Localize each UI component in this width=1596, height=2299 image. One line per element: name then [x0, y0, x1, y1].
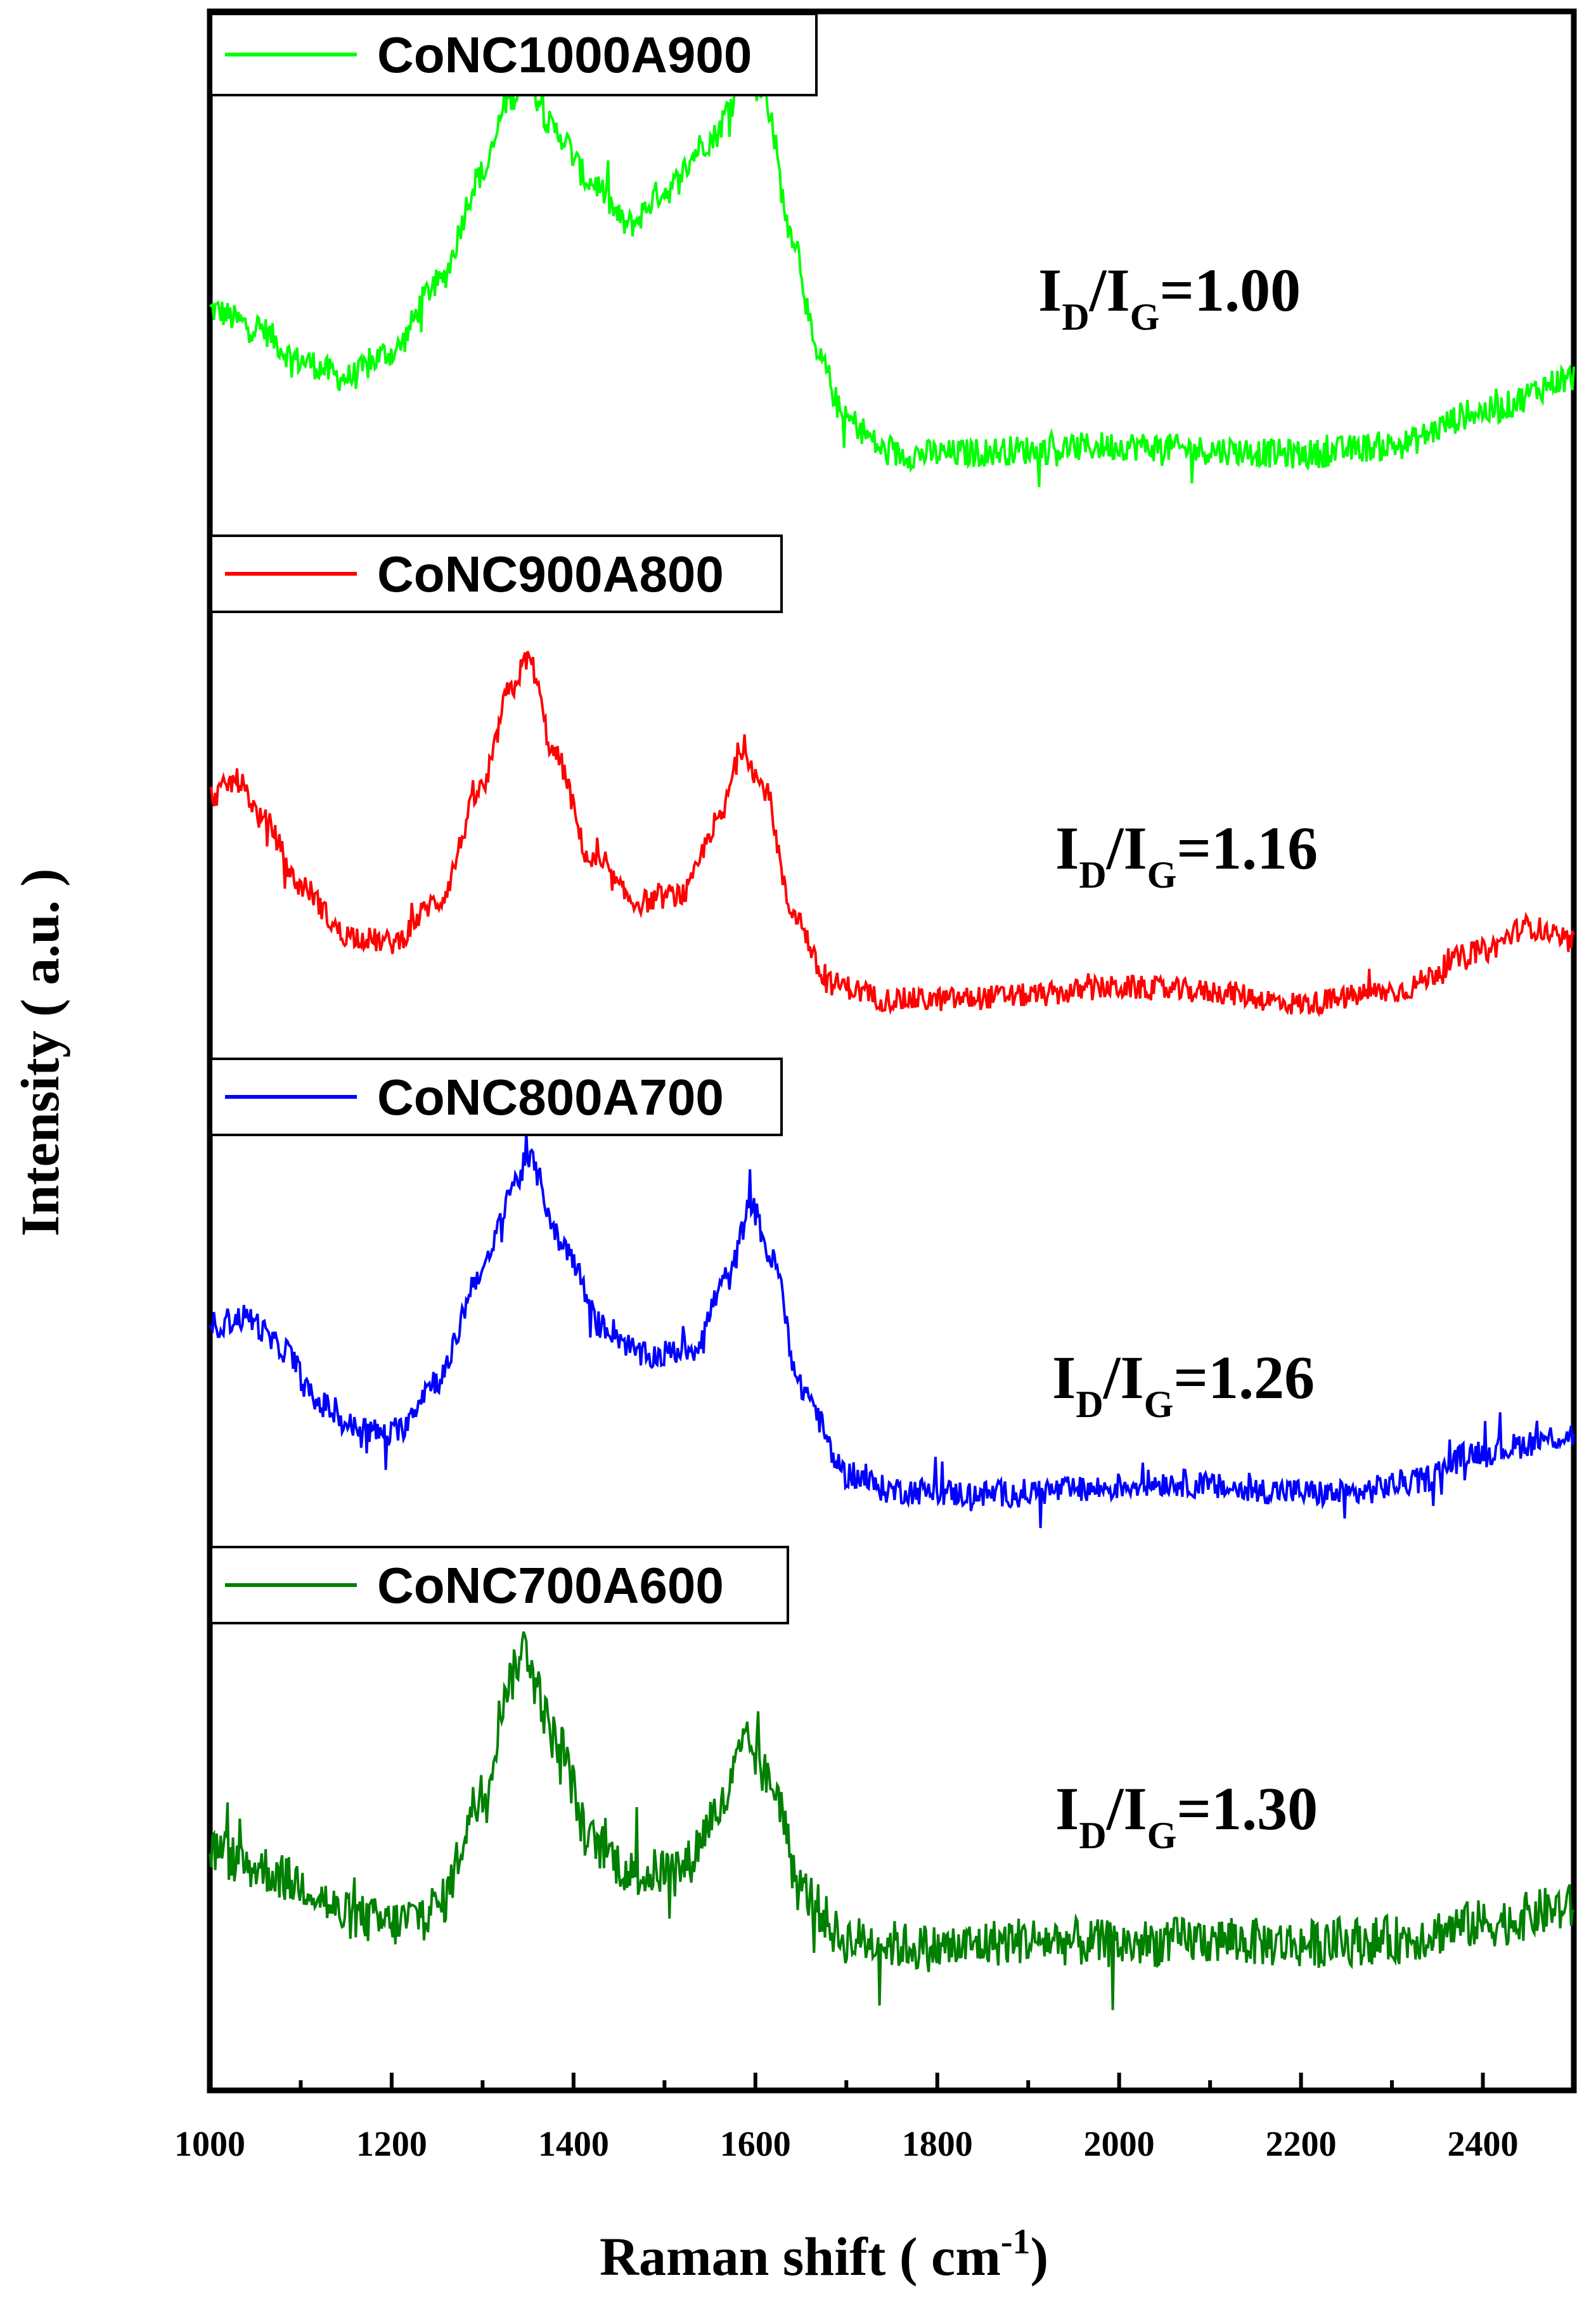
series-line-CoNC1000A900: [209, 60, 1575, 488]
x-axis: 1000 1200 1400 1600 1800 2000 2200 2400: [174, 2073, 1576, 2164]
ratio-label-CoNC700A600: ID/IG=1.30: [1055, 1775, 1318, 1856]
legend-label: CoNC1000A900: [377, 27, 752, 83]
x-tick-label-2400: 2400: [1448, 2125, 1519, 2164]
id-ig-ratios: ID/IG=1.00 ID/IG=1.16 ID/IG=1.26 ID/IG=1.30: [1038, 256, 1318, 1856]
x-axis-title-sup: -1: [1001, 2222, 1031, 2262]
legend-box: [210, 1058, 783, 1136]
ratio-label-CoNC900A800: ID/IG=1.16: [1055, 814, 1318, 896]
ratio-label-CoNC1000A900: ID/IG=1.00: [1038, 256, 1301, 338]
series-line-CoNC800A700: [209, 1130, 1575, 1529]
x-tick-label-2200: 2200: [1266, 2125, 1337, 2164]
x-tick-label-1200: 1200: [356, 2125, 427, 2164]
series-legends: CoNC1000A900 CoNC900A800 CoNC800A700 CoNC70…: [210, 13, 818, 1624]
plot-frame: [207, 8, 1577, 2094]
x-tick-label-2000: 2000: [1084, 2125, 1155, 2164]
x-tick-label-1800: 1800: [902, 2125, 973, 2164]
series-line-CoNC900A800: [209, 651, 1575, 1018]
legend-label: CoNC900A800: [377, 546, 724, 602]
x-axis-title-close: ): [1031, 2226, 1049, 2287]
x-axis-title: Raman shift ( cm-1): [600, 2222, 1048, 2287]
x-tick-label-1600: 1600: [720, 2125, 791, 2164]
legend-CoNC900A800: CoNC900A800: [210, 534, 783, 613]
series-line-CoNC700A600: [209, 1631, 1575, 2011]
ratio-label-CoNC800A700: ID/IG=1.26: [1052, 1344, 1315, 1425]
legend-CoNC1000A900: CoNC1000A900: [210, 13, 818, 96]
y-axis-title: Intensity ( a.u. ): [10, 869, 70, 1237]
series-traces: [209, 60, 1575, 2011]
x-axis-title-text: Raman shift ( cm: [600, 2226, 1001, 2287]
x-tick-label-1000: 1000: [174, 2125, 245, 2164]
x-tick-label-1400: 1400: [538, 2125, 609, 2164]
legend-label: CoNC800A700: [377, 1069, 724, 1125]
legend-CoNC800A700: CoNC800A700: [210, 1058, 783, 1136]
legend-label: CoNC700A600: [377, 1557, 724, 1614]
legend-CoNC700A600: CoNC700A600: [210, 1546, 789, 1624]
